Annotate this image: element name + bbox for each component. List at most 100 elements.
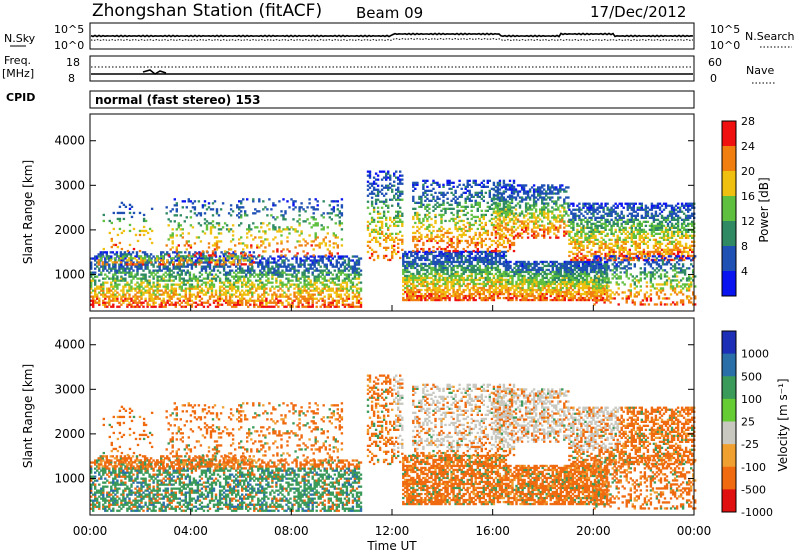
power-cell: [357, 267, 361, 270]
power-cell: [164, 287, 167, 290]
power-cell: [282, 218, 285, 221]
power-cell: [442, 183, 445, 186]
power-cell: [136, 303, 139, 306]
power-cell: [444, 264, 447, 268]
power-cell: [426, 213, 429, 217]
power-cell: [176, 263, 179, 266]
power-cell: [509, 266, 512, 270]
power-cell: [408, 292, 411, 296]
power-cell: [412, 280, 415, 284]
power-cell: [298, 224, 301, 227]
power-cell: [430, 292, 433, 296]
power-cell: [334, 236, 337, 239]
power-cell: [212, 277, 216, 280]
power-cell: [252, 238, 255, 241]
power-cell: [232, 301, 236, 304]
power-cell: [525, 296, 528, 300]
power-cell: [140, 281, 143, 284]
power-cell: [370, 202, 374, 205]
power-cell: [218, 289, 222, 292]
power-cell: [480, 288, 483, 292]
power-cell: [309, 295, 312, 298]
power-cell: [178, 287, 181, 290]
power-cell: [385, 186, 388, 189]
power-cell: [422, 272, 425, 276]
power-cell: [188, 273, 192, 276]
power-cell: [450, 187, 453, 190]
power-cell: [228, 273, 232, 276]
power-cell: [277, 275, 280, 278]
power-cell: [440, 193, 443, 196]
power-cell: [412, 298, 415, 302]
power-cell: [188, 271, 192, 274]
power-cell: [279, 265, 282, 268]
power-cell: [533, 262, 536, 266]
power-cell: [303, 269, 306, 272]
power-cell: [452, 288, 455, 292]
power-cell: [343, 261, 347, 264]
power-cell: [227, 230, 231, 233]
power-cell: [432, 284, 435, 288]
power-cell: [98, 299, 101, 302]
power-cell: [476, 288, 479, 292]
power-cell: [279, 281, 282, 284]
power-cell: [521, 294, 524, 298]
power-cell: [178, 283, 181, 286]
power-cell: [230, 275, 234, 278]
power-cell: [184, 255, 187, 258]
power-cell: [466, 298, 469, 302]
power-cell: [519, 262, 522, 266]
power-cell: [241, 275, 244, 278]
power-cell: [430, 233, 433, 237]
power-cell: [460, 254, 463, 258]
power-cell: [335, 293, 338, 296]
power-cell: [395, 210, 398, 213]
power-cell: [146, 261, 149, 264]
power-cell: [430, 282, 433, 286]
power-cell: [370, 252, 374, 256]
power-cell: [168, 269, 171, 272]
power-cell: [434, 264, 437, 268]
power-cell: [322, 226, 325, 229]
power-cell: [112, 267, 115, 270]
power-cell: [464, 278, 467, 282]
power-cell: [172, 267, 175, 270]
power-cell: [412, 237, 415, 241]
power-cell: [488, 252, 491, 256]
power-cell: [482, 262, 485, 266]
power-cell: [307, 281, 310, 284]
power-cell: [404, 250, 407, 254]
power-cell: [280, 214, 283, 217]
power-cell: [418, 231, 421, 235]
power-cell: [456, 245, 459, 249]
power-cell: [129, 263, 133, 266]
power-cell: [337, 275, 340, 278]
power-cell: [122, 211, 126, 215]
power-cell: [422, 296, 425, 300]
power-cell: [321, 257, 324, 260]
power-cell: [262, 242, 265, 245]
power-cell: [515, 288, 518, 292]
power-cell: [460, 264, 463, 268]
power-cell: [254, 226, 257, 229]
power-cell: [246, 236, 249, 239]
power-cell: [241, 271, 244, 274]
power-cell: [414, 213, 417, 217]
power-cell: [456, 213, 459, 217]
power-cell: [152, 303, 155, 306]
power-cell: [420, 237, 423, 241]
power-cell: [235, 305, 238, 308]
power-cell: [336, 204, 339, 207]
power-cell: [90, 275, 93, 278]
power-cell: [298, 208, 301, 211]
power-cell: [198, 279, 202, 282]
power-cell: [207, 206, 211, 209]
power-cell: [430, 288, 433, 292]
power-cell: [397, 188, 400, 191]
power-cell: [492, 262, 496, 266]
power-cell: [523, 266, 526, 270]
power-cell: [134, 301, 137, 304]
power-cell: [395, 170, 398, 173]
power-cell: [317, 279, 320, 282]
power-cell: [494, 211, 498, 215]
